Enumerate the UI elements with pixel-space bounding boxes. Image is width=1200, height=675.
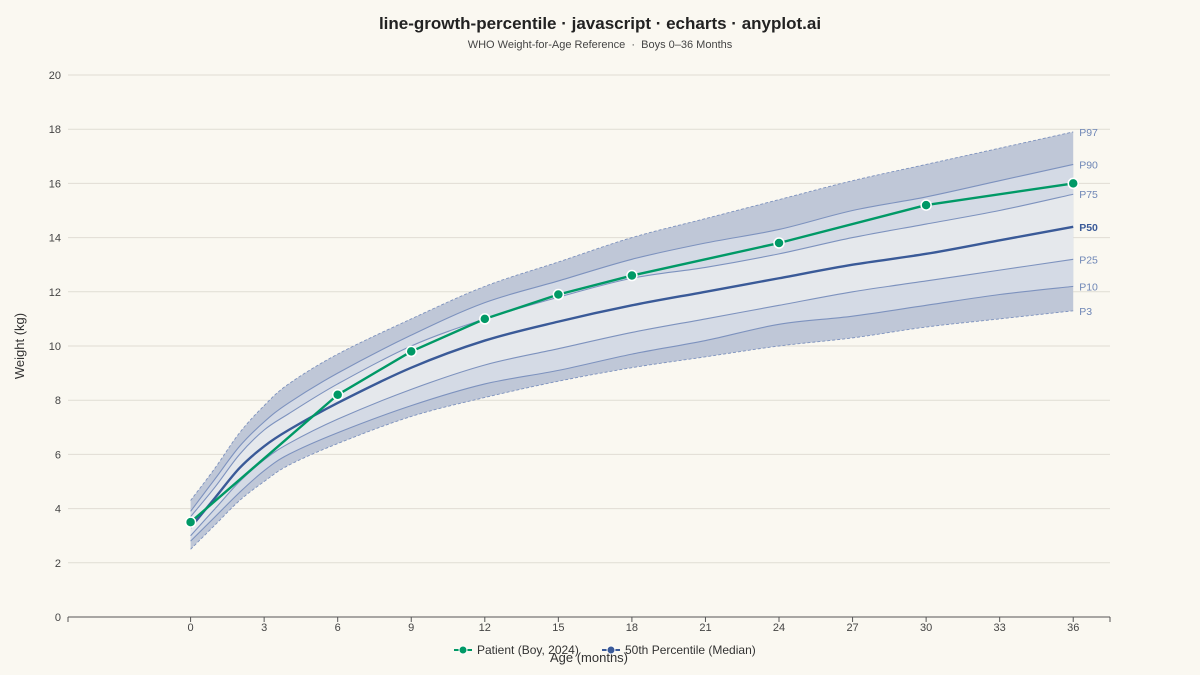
legend-item-patient[interactable]: Patient (Boy, 2024) [454, 643, 579, 657]
percentile-label-p97: P97 [1079, 127, 1098, 139]
patient-data-point[interactable] [1067, 177, 1079, 190]
band-p25-p75 [190, 194, 1074, 536]
patient-data-point[interactable] [479, 313, 491, 325]
x-tick-label: 24 [773, 622, 785, 634]
x-tick-label: 6 [335, 622, 341, 634]
y-tick-label: 12 [49, 287, 61, 299]
y-axis-label: Weight (kg) [12, 313, 27, 379]
x-tick-label: 12 [479, 622, 491, 634]
percentile-label-p25: P25 [1079, 254, 1098, 266]
percentile-label-p90: P90 [1079, 159, 1098, 171]
patient-data-point[interactable] [920, 199, 932, 211]
data-series [184, 177, 1079, 529]
legend[interactable]: Patient (Boy, 2024) 50th Percentile (Medi… [454, 643, 756, 657]
median-series-line [189, 225, 1074, 529]
percentile-line-p10 [190, 285, 1074, 542]
x-tick-label: 18 [626, 622, 638, 634]
x-axis-label: Age (months) [550, 650, 628, 665]
patient-data-point[interactable] [552, 288, 565, 301]
x-tick-label: 27 [846, 622, 858, 634]
y-tick-label: 2 [55, 558, 61, 570]
percentile-line-p90 [190, 163, 1074, 512]
patient-data-point[interactable] [331, 389, 344, 401]
x-tick-label: 33 [994, 622, 1006, 634]
percentile-label-p3: P3 [1079, 306, 1092, 318]
x-tick-label: 3 [261, 622, 267, 634]
percentile-labels: P3 P10 P25 P50 P75 P90 P97 [1079, 127, 1098, 318]
y-tick-label: 16 [49, 178, 61, 190]
y-tick-label: 20 [49, 70, 61, 82]
y-tick-label: 10 [49, 341, 61, 353]
percentile-bands [190, 131, 1074, 550]
chart-subtitle: WHO Weight-for-Age Reference · Boys 0–36… [468, 39, 733, 51]
patient-data-point[interactable] [405, 345, 417, 358]
chart-title: line-growth-percentile · javascript · ec… [379, 14, 821, 33]
y-tick-label: 14 [49, 233, 61, 245]
legend-swatch-marker [606, 645, 616, 655]
percentile-line-p97 [190, 131, 1074, 501]
x-tick-label: 30 [920, 622, 932, 634]
patient-data-point[interactable] [184, 516, 197, 528]
percentile-label-p75: P75 [1079, 189, 1098, 201]
x-tick-label: 21 [699, 622, 711, 634]
legend-swatch-marker [458, 645, 468, 655]
y-tick-label: 4 [55, 504, 61, 516]
legend-item-median[interactable]: 50th Percentile (Median) [602, 643, 756, 657]
y-tick-label: 0 [55, 612, 61, 624]
y-tick-label: 8 [55, 395, 61, 407]
legend-label: Patient (Boy, 2024) [477, 643, 579, 657]
percentile-line-p75 [190, 193, 1074, 518]
x-tick-label: 36 [1067, 622, 1079, 634]
x-tick-label: 9 [408, 622, 414, 634]
percentile-label-p50: P50 [1079, 222, 1098, 234]
legend-label: 50th Percentile (Median) [625, 643, 756, 657]
percentile-line-p3 [190, 310, 1074, 550]
patient-data-point[interactable] [626, 269, 638, 282]
patient-data-point[interactable] [773, 237, 785, 249]
x-tick-label: 0 [188, 622, 194, 634]
x-tick-label: 15 [552, 622, 564, 634]
percentile-label-p10: P10 [1079, 281, 1098, 293]
y-tick-label: 6 [55, 449, 61, 461]
y-tick-label: 18 [49, 124, 61, 136]
